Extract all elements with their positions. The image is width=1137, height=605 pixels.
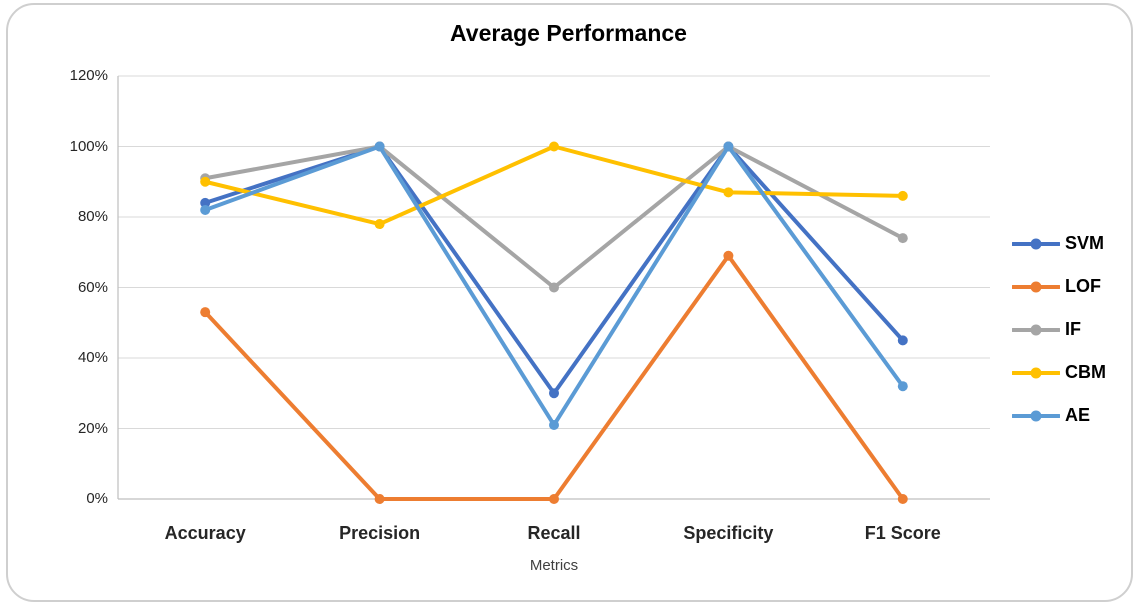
data-point-marker <box>200 176 211 187</box>
data-point-marker <box>200 204 211 215</box>
legend-dot <box>1030 324 1042 335</box>
y-tick-label: 20% <box>77 419 108 437</box>
data-point-marker <box>897 335 908 346</box>
legend-label: IF <box>1065 319 1081 339</box>
x-axis-title: Metrics <box>529 557 579 574</box>
legend-label: LOF <box>1065 276 1101 296</box>
legend-label: SVM <box>1065 233 1105 253</box>
data-point-marker <box>897 381 908 392</box>
x-tick-label: Precision <box>339 523 421 543</box>
legend-item-svm: SVM <box>1012 222 1106 265</box>
legend-marker-icon <box>1012 324 1060 335</box>
legend-item-cbm: CBM <box>1012 351 1106 394</box>
data-point-marker <box>549 141 559 152</box>
legend-label: AE <box>1065 405 1091 425</box>
data-point-marker <box>374 494 385 504</box>
data-point-marker <box>549 282 559 293</box>
data-point-marker <box>897 494 908 504</box>
data-point-marker <box>549 494 559 504</box>
legend-marker-icon <box>1012 238 1060 249</box>
data-point-marker <box>374 219 385 230</box>
series-ae <box>200 141 908 430</box>
x-tick-label: Recall <box>527 523 581 543</box>
legend-marker-icon <box>1012 281 1060 292</box>
chart-frame <box>6 3 1133 602</box>
legend-dot <box>1030 281 1042 292</box>
chart-title: Average Performance <box>450 20 687 46</box>
y-tick-label: 0% <box>86 490 108 507</box>
data-point-marker <box>723 141 734 152</box>
legend-label: CBM <box>1065 362 1106 382</box>
data-point-marker <box>549 419 559 430</box>
data-point-marker <box>897 190 908 201</box>
data-point-marker <box>374 141 385 152</box>
x-tick-label: Accuracy <box>164 523 246 543</box>
legend-dot <box>1030 367 1042 378</box>
y-tick-label: 60% <box>77 278 108 296</box>
legend-dot <box>1030 238 1042 249</box>
data-point-marker <box>723 187 734 198</box>
y-tick-label: 40% <box>77 349 108 366</box>
y-tick-label: 80% <box>77 208 108 225</box>
y-tick-label: 120% <box>69 67 108 84</box>
legend-marker-icon <box>1012 410 1060 421</box>
legend: SVM LOF IF CBM AE <box>1012 222 1106 437</box>
legend-marker-icon <box>1012 367 1060 378</box>
data-point-marker <box>200 197 211 208</box>
data-point-marker <box>897 233 908 244</box>
data-point-marker <box>200 307 211 318</box>
series-cbm <box>200 141 908 230</box>
y-tick-label: 100% <box>69 137 108 155</box>
series-lof <box>200 250 908 504</box>
data-point-marker <box>549 388 559 399</box>
x-tick-label: F1 Score <box>864 523 941 543</box>
legend-dot <box>1030 410 1042 421</box>
legend-item-lof: LOF <box>1012 265 1106 308</box>
legend-item-if: IF <box>1012 308 1106 351</box>
gridlines <box>118 75 990 429</box>
x-tick-label: Specificity <box>683 523 774 543</box>
data-point-marker <box>723 250 734 261</box>
legend-item-ae: AE <box>1012 394 1106 437</box>
